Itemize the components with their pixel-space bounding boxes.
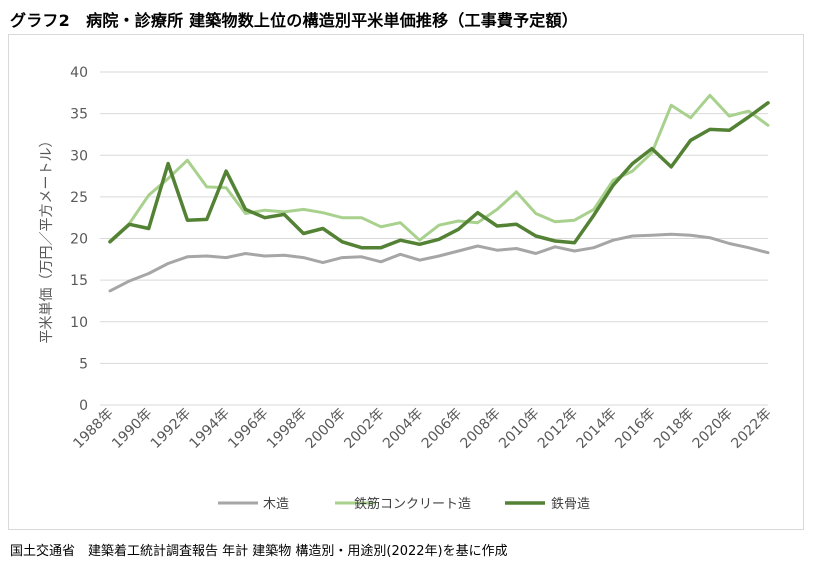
source-note: 国土交通省 建築着工統計調査報告 年計 建築物 構造別・用途別(2022年)を基… <box>10 544 508 559</box>
x-tick-label: 1992年 <box>148 406 194 452</box>
x-tick-label: 1988年 <box>70 406 116 452</box>
x-tick-label: 2000年 <box>303 406 349 452</box>
x-tick-label: 1994年 <box>187 406 233 452</box>
y-tick-label: 0 <box>79 398 88 414</box>
y-tick-label: 30 <box>70 148 88 164</box>
y-tick-label: 20 <box>70 232 88 248</box>
legend: 木造 鉄筋コンクリート造 鉄骨造 <box>218 496 590 512</box>
x-tick-label: 2018年 <box>651 406 697 452</box>
y-tick-label: 5 <box>79 356 88 372</box>
y-axis-label: 平米単価（万円／平方メートル） <box>39 134 55 344</box>
chart-frame <box>8 34 804 530</box>
x-tick-labels: 1988年1990年1992年1994年1996年1998年2000年2002年… <box>70 406 774 452</box>
gridlines <box>100 71 768 406</box>
chart-title: グラフ2 病院・診療所 建築物数上位の構造別平米単価推移（工事費予定額） <box>10 11 578 30</box>
y-tick-label: 35 <box>70 107 88 123</box>
x-tick-label: 2016年 <box>612 406 658 452</box>
y-tick-labels: 0 5 10 15 20 25 30 35 40 <box>70 65 88 414</box>
x-tick-label: 2020年 <box>690 406 736 452</box>
legend-label: 鉄骨造 <box>551 497 590 512</box>
x-tick-label: 2004年 <box>380 406 426 452</box>
x-tick-label: 2012年 <box>535 406 581 452</box>
x-tick-label: 2006年 <box>419 406 465 452</box>
y-tick-label: 25 <box>70 190 88 206</box>
legend-label: 木造 <box>263 497 289 512</box>
x-tick-label: 2022年 <box>728 406 774 452</box>
series-lines <box>108 93 770 293</box>
y-tick-label: 40 <box>70 65 88 81</box>
x-tick-label: 1996年 <box>225 406 271 452</box>
x-tick-label: 2014年 <box>574 406 620 452</box>
x-tick-label: 1990年 <box>109 406 155 452</box>
legend-label: 鉄筋コンクリート造 <box>354 496 471 512</box>
y-tick-label: 10 <box>70 315 88 331</box>
y-tick-label: 15 <box>70 273 88 289</box>
x-tick-label: 2002年 <box>341 406 387 452</box>
x-tick-label: 2010年 <box>496 406 542 452</box>
series-line-2 <box>108 101 770 250</box>
x-tick-label: 1998年 <box>264 406 310 452</box>
x-tick-label: 2008年 <box>457 406 503 452</box>
series-line-0 <box>108 232 770 293</box>
